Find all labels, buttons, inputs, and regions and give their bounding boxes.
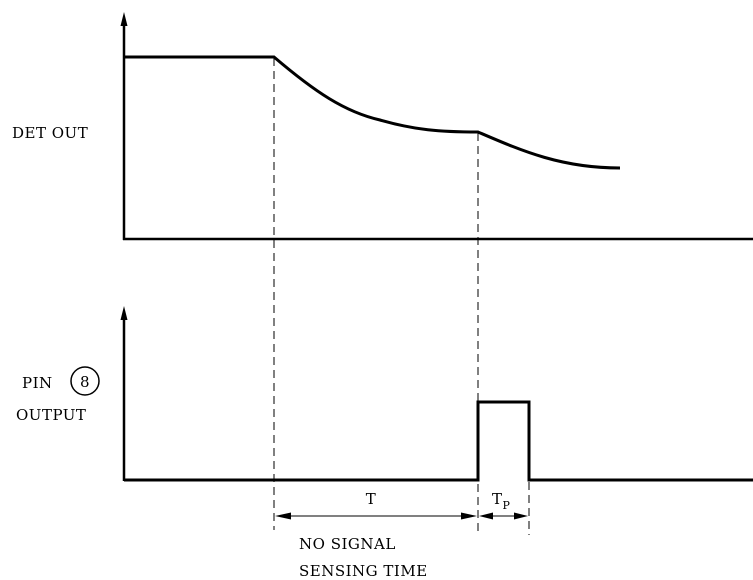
- tp-subscript: P: [503, 499, 511, 512]
- pin-output-y-arrow: [120, 306, 128, 320]
- pin-label: PIN: [22, 374, 53, 392]
- caption-line-2: SENSING TIME: [299, 562, 428, 580]
- tp-dimension: TP: [479, 490, 528, 520]
- det-out-label: DET OUT: [12, 124, 88, 142]
- t-arrow-left: [275, 512, 291, 520]
- det-out-y-arrow: [120, 12, 128, 26]
- pin-output-trace: [124, 400, 753, 482]
- tp-arrow-left: [479, 512, 493, 520]
- t-dimension: T: [275, 490, 477, 520]
- tp-arrow-right: [514, 512, 528, 520]
- output-label: OUTPUT: [16, 406, 86, 424]
- tp-main: T: [492, 490, 503, 508]
- t-arrow-right: [461, 512, 477, 520]
- t-label: T: [366, 490, 377, 508]
- det-out-graph: DET OUT: [12, 12, 753, 241]
- pin-output-graph: PIN 8 OUTPUT: [16, 306, 753, 482]
- tp-label: TP: [492, 490, 511, 512]
- pin-number: 8: [80, 373, 90, 391]
- pin-number-circle: [70, 366, 100, 396]
- det-out-trace: [124, 55, 621, 170]
- caption-line-1: NO SIGNAL: [299, 535, 396, 553]
